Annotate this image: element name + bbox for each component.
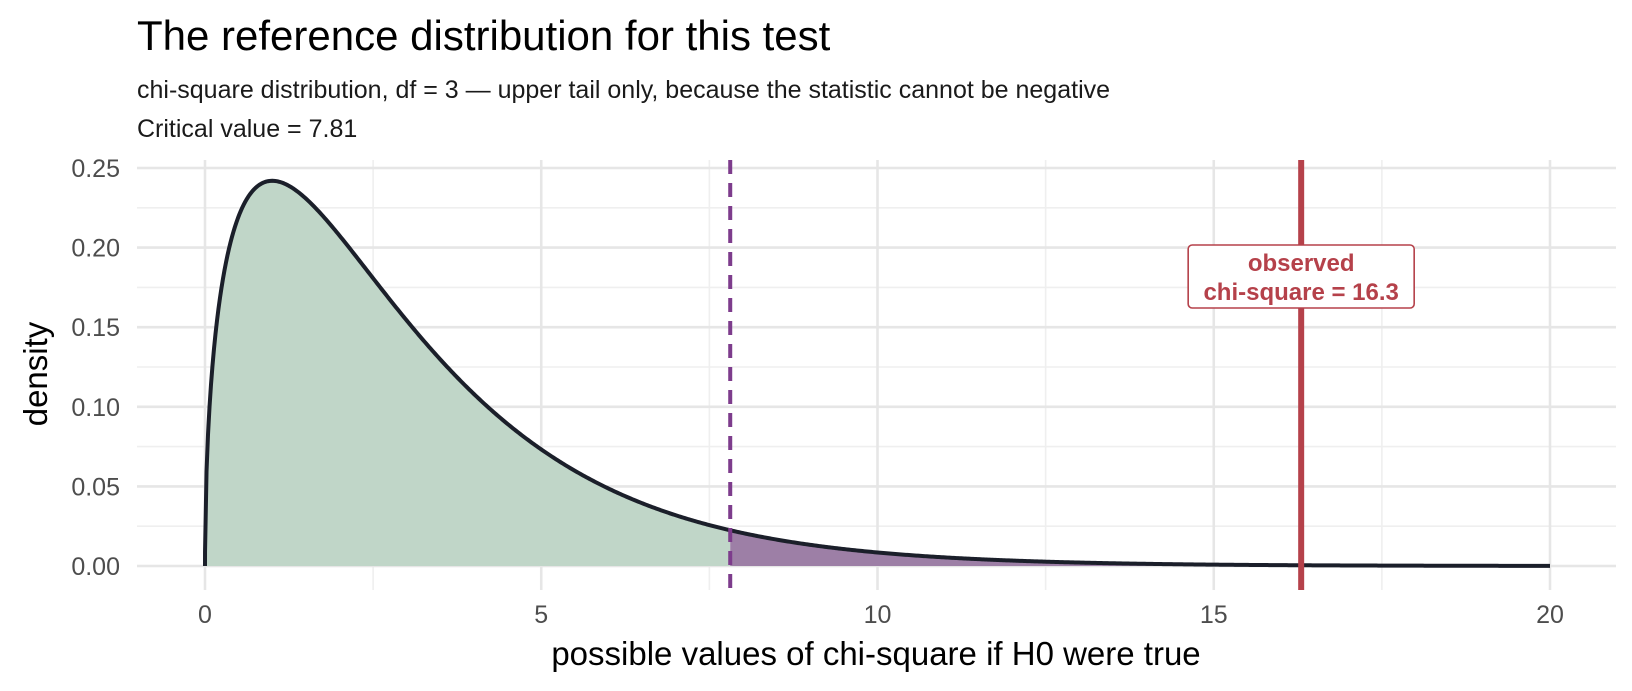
x-tick-label: 10 xyxy=(864,601,892,629)
x-tick-label: 0 xyxy=(198,601,212,629)
x-tick-label: 15 xyxy=(1200,601,1228,629)
chart-title: The reference distribution for this test xyxy=(137,12,831,59)
y-tick-label: 0.10 xyxy=(71,394,120,422)
y-tick-label: 0.00 xyxy=(71,553,120,581)
y-tick-label: 0.05 xyxy=(71,473,120,501)
x-axis-title: possible values of chi-square if H0 were… xyxy=(551,635,1200,672)
x-tick-label: 5 xyxy=(534,601,548,629)
y-tick-label: 0.25 xyxy=(71,155,120,183)
reference-lines xyxy=(728,160,1305,590)
y-tick-label: 0.15 xyxy=(71,314,120,342)
acceptance-region-area xyxy=(205,180,731,566)
observed-label-line1: observed xyxy=(1248,250,1355,277)
chart-subtitle: chi-square distribution, df = 3 — upper … xyxy=(137,76,1110,104)
observed-label-box xyxy=(1187,244,1415,309)
density-areas xyxy=(203,178,1551,568)
tick-labels: 0.00 0.05 0.10 0.15 0.20 0.25 0 5 10 15 20 xyxy=(71,155,1564,629)
density-curve xyxy=(203,178,1551,568)
chart-caption-critical: Critical value = 7.81 xyxy=(137,115,357,143)
y-tick-label: 0.20 xyxy=(71,235,120,263)
y-axis-title: density xyxy=(17,321,54,426)
observed-label-line2: chi-square = 16.3 xyxy=(1203,279,1398,306)
x-tick-label: 20 xyxy=(1536,601,1564,629)
observed-annotation: observed chi-square = 16.3 xyxy=(1187,244,1415,309)
